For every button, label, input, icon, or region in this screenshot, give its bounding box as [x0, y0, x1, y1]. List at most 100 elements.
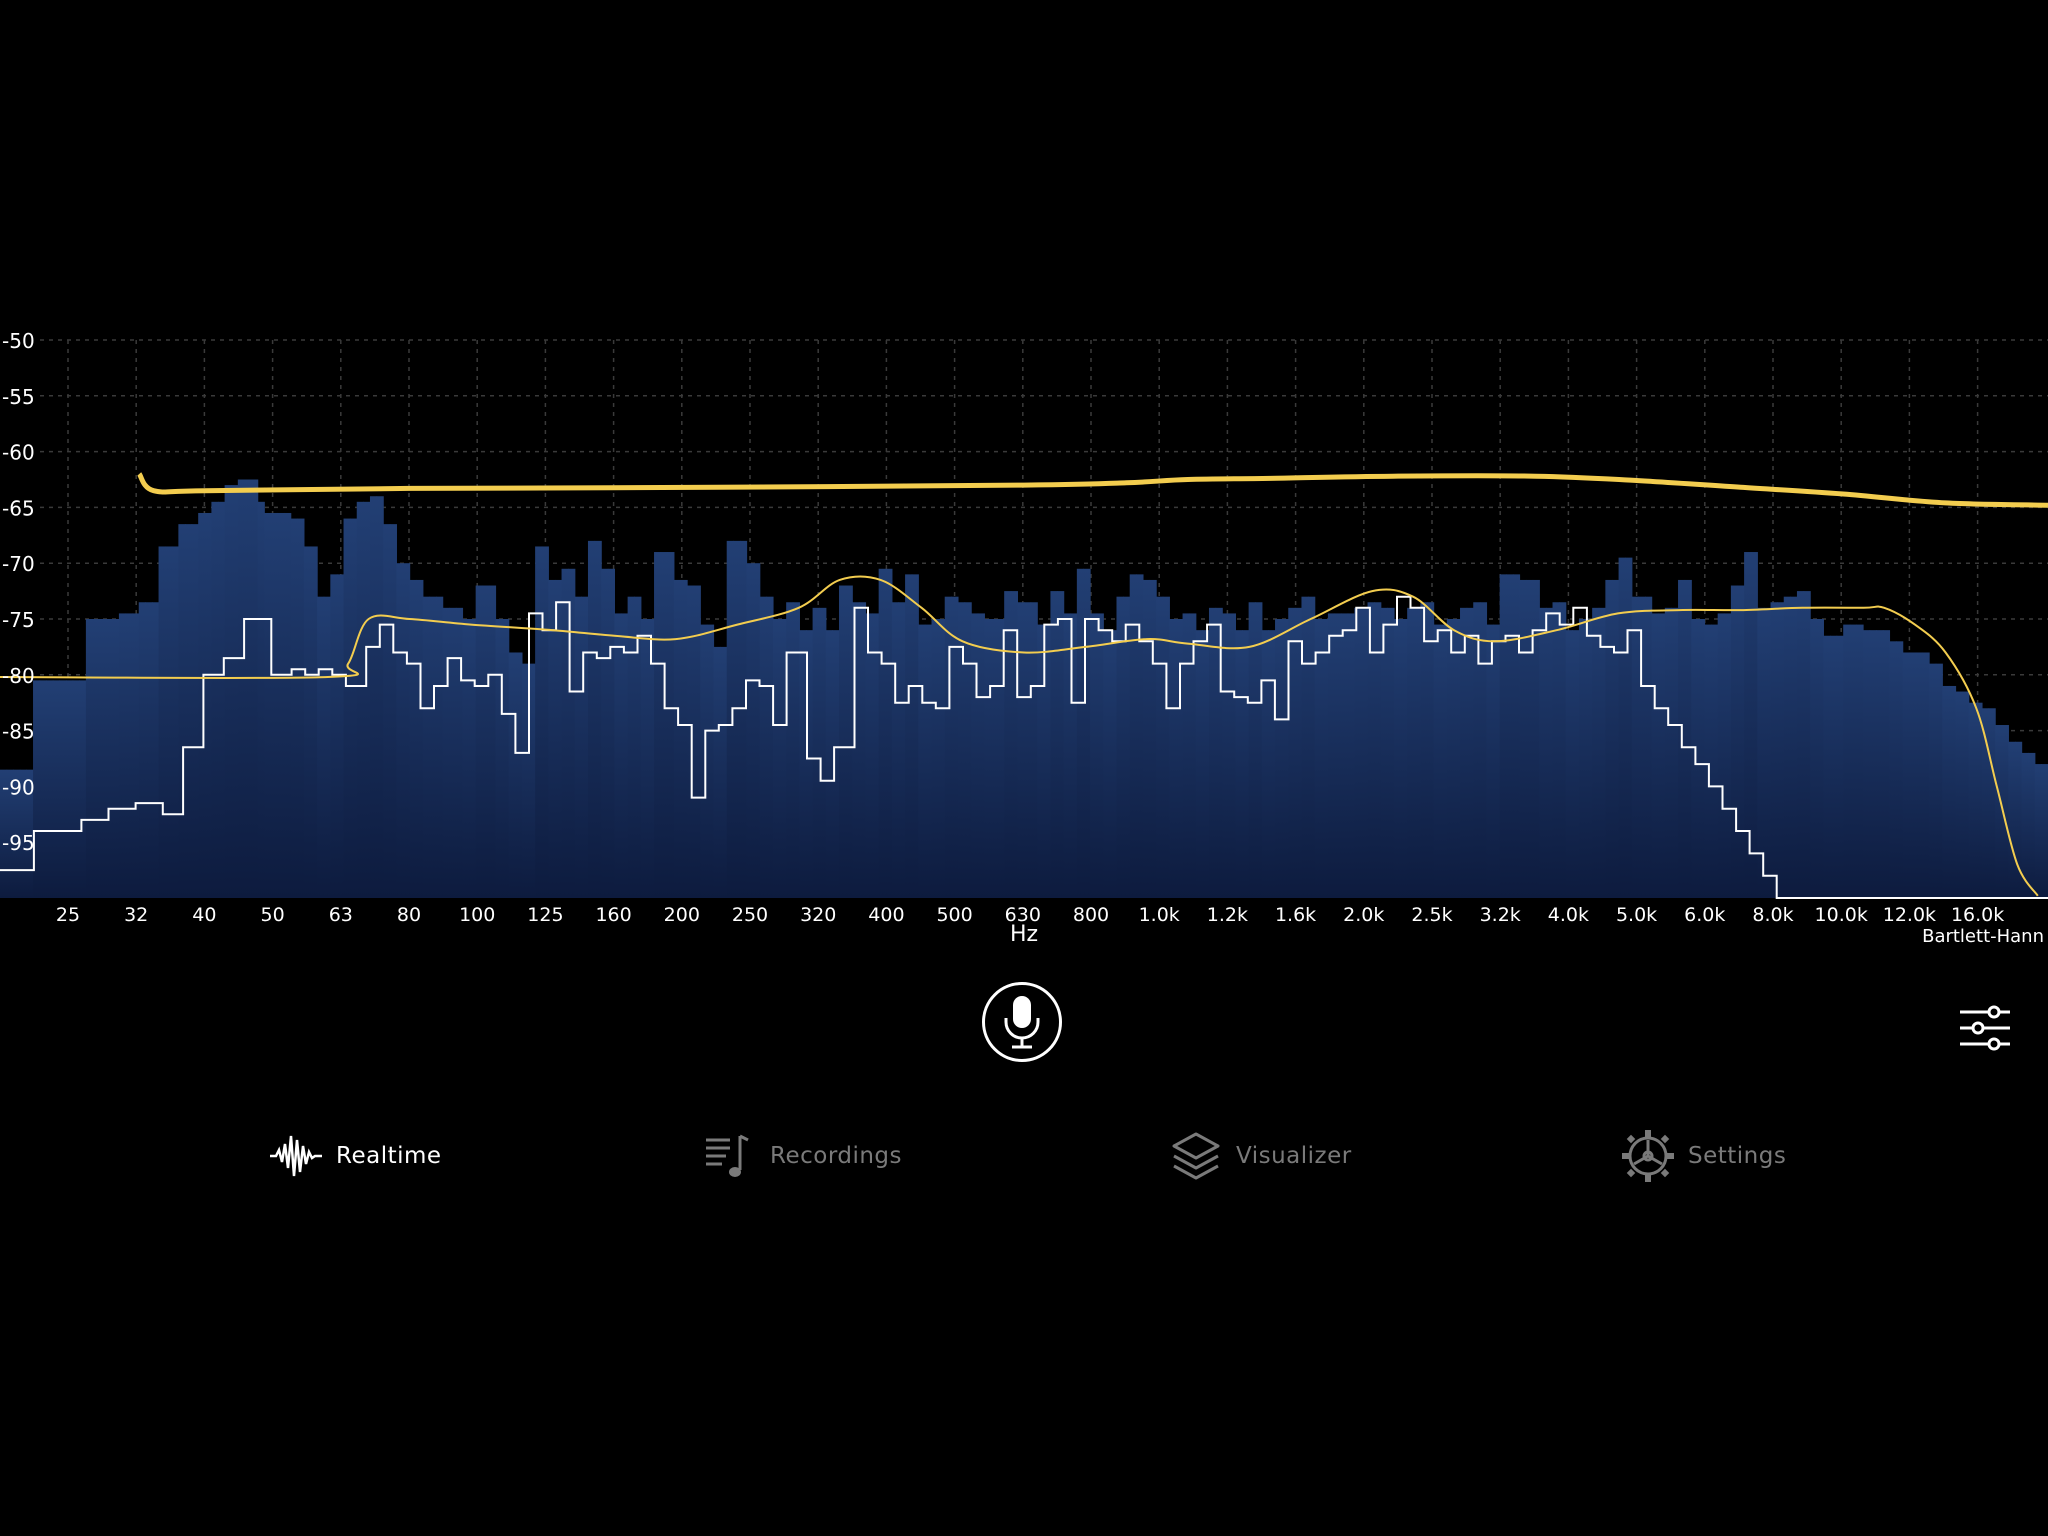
spectrum-bar	[251, 479, 259, 898]
spectrum-bar	[541, 546, 549, 898]
spectrum-bar	[1149, 579, 1157, 898]
spectrum-bar	[1413, 607, 1421, 898]
spectrum-bar	[303, 546, 312, 898]
spectrum-bar	[1730, 585, 1739, 898]
spectrum-bar	[1843, 624, 1851, 898]
spectrum-bar	[1942, 685, 1950, 898]
spectrum-bar	[1017, 602, 1025, 898]
spectrum-bar	[667, 552, 675, 898]
y-tick-label: -50	[2, 329, 35, 353]
spectrum-bar	[918, 624, 926, 898]
spectrum-bar	[1618, 557, 1626, 898]
spectrum-bar	[244, 479, 252, 898]
spectrum-bar	[594, 540, 602, 898]
spectrum-bar	[792, 602, 800, 898]
spectrum-bar	[1929, 663, 1937, 898]
spectrum-bar	[858, 602, 867, 898]
spectrum-bar	[720, 646, 728, 898]
spectrum-bar	[402, 563, 411, 898]
spectrum-bar	[330, 574, 338, 898]
spectrum-bar	[845, 585, 853, 898]
spectrum-bar	[66, 680, 74, 898]
spectrum-bar	[1519, 579, 1527, 898]
spectrum-bar	[1849, 624, 1858, 898]
spectrum-bar	[502, 619, 510, 898]
x-tick-label: 2.5k	[1411, 904, 1452, 926]
spectrum-bar	[700, 624, 708, 898]
x-tick-label: 800	[1073, 904, 1109, 926]
spectrum-bar	[944, 596, 952, 898]
spectrum-bar	[1387, 607, 1395, 898]
spectrum-bar	[1294, 607, 1303, 898]
spectrum-bar	[1744, 552, 1752, 898]
x-tick-label: 160	[595, 904, 631, 926]
spectrum-bar	[1275, 619, 1283, 898]
x-tick-label: 500	[936, 904, 972, 926]
spectrum-bar	[1512, 574, 1521, 898]
spectrum-bar	[1156, 596, 1164, 898]
spectrum-bar	[951, 596, 959, 898]
tab-visualizer[interactable]: Visualizer	[1168, 1120, 1352, 1192]
spectrum-bar	[938, 619, 946, 898]
x-tick-label: 40	[192, 904, 216, 926]
spectrum-bar	[284, 512, 292, 898]
spectrum-bar	[1988, 708, 1996, 898]
spectrum-bar	[1796, 591, 1805, 898]
spectrum-bar	[1360, 607, 1369, 898]
spectrum-bar	[429, 596, 437, 898]
spectrum-bar	[2008, 741, 2016, 898]
spectrum-bar	[911, 574, 919, 898]
spectrum-bar	[964, 602, 972, 898]
spectrum-bar	[1433, 624, 1441, 898]
spectrum-bar	[1816, 619, 1824, 898]
spectrum-bar	[779, 619, 787, 898]
spectrum-bar	[1922, 652, 1930, 898]
waveform-icon	[268, 1128, 324, 1184]
spectrum-bar	[1288, 607, 1296, 898]
spectrum-bar	[1915, 652, 1924, 898]
spectrum-bar	[79, 680, 87, 898]
spectrum-bar	[1598, 607, 1606, 898]
filter-settings-button[interactable]	[1958, 1005, 2012, 1051]
spectrum-bar	[389, 524, 397, 898]
spectrum-bar	[759, 596, 767, 898]
window-function-label[interactable]: Bartlett-Hann	[1922, 926, 2044, 947]
spectrum-bar	[1314, 619, 1322, 898]
spectrum-bar	[1473, 602, 1481, 898]
spectrum-bar	[1037, 624, 1045, 898]
spectrum-bar	[1711, 624, 1719, 898]
spectrum-bar	[1070, 613, 1078, 898]
spectrum-bar	[158, 546, 166, 898]
spectrum-bar	[733, 540, 741, 898]
spectrum-bar	[1572, 630, 1580, 898]
spectrum-bar	[1400, 619, 1408, 898]
spectrum-bar	[726, 540, 734, 898]
spectrum-bar	[6, 769, 14, 898]
spectrum-bar	[0, 769, 8, 898]
spectrum-bar	[627, 596, 635, 898]
spectrum-bar	[1202, 630, 1210, 898]
x-axis-unit-label: Hz	[1009, 922, 1039, 947]
spectrum-bar	[772, 619, 781, 898]
x-tick-label: 1.2k	[1207, 904, 1248, 926]
y-tick-label: -90	[2, 775, 35, 799]
spectrum-bar	[297, 518, 305, 898]
tab-settings[interactable]: Settings	[1620, 1120, 1786, 1192]
spectrum-bar	[1684, 579, 1692, 898]
spectrum-bar	[1611, 579, 1620, 898]
spectrum-bar	[561, 568, 569, 898]
spectrum-bar	[383, 524, 391, 898]
spectrum-bar	[1585, 619, 1593, 898]
spectrum-bar	[1565, 630, 1573, 898]
spectrum-bar	[1757, 607, 1765, 898]
peak-hold-curve	[137, 472, 2048, 508]
y-tick-label: -95	[2, 831, 35, 855]
spectrum-bar	[607, 568, 615, 898]
spectrum-bar	[469, 619, 477, 898]
spectrum-bar	[85, 619, 94, 898]
y-tick-label: -55	[2, 385, 35, 409]
record-button[interactable]	[982, 982, 1062, 1062]
tab-realtime[interactable]: Realtime	[268, 1120, 442, 1192]
spectrum-bar	[1479, 602, 1488, 898]
tab-recordings[interactable]: Recordings	[702, 1120, 902, 1192]
